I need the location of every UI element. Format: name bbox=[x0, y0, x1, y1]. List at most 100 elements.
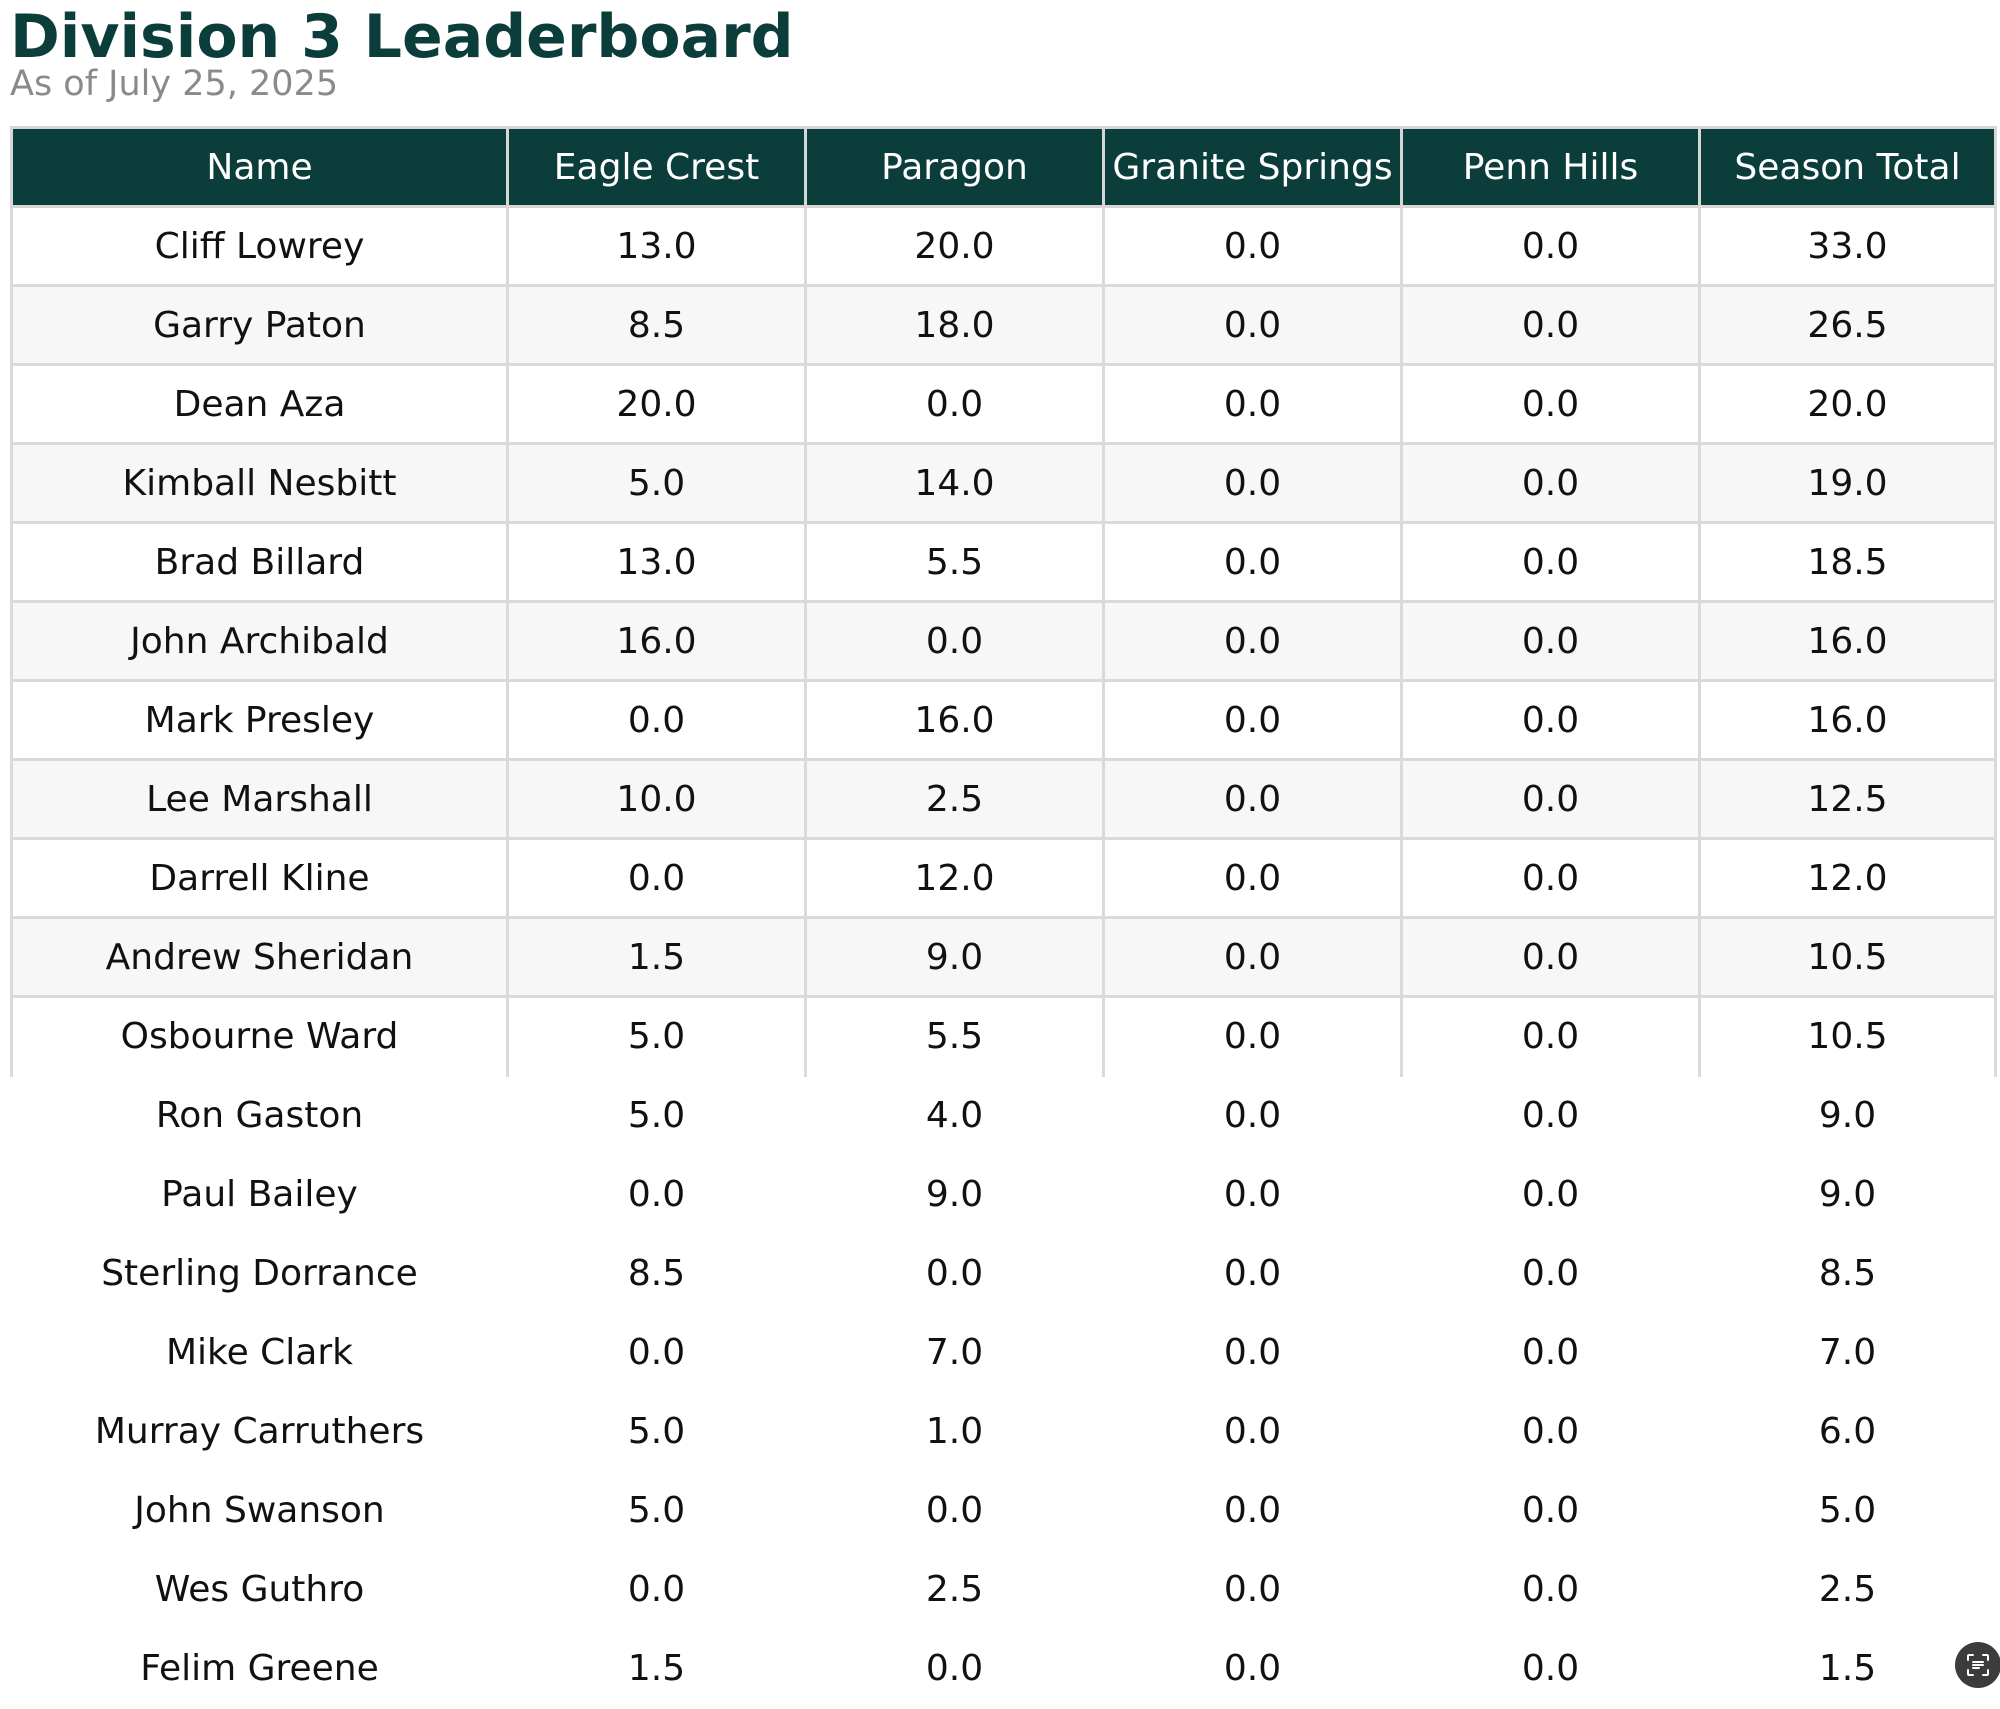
score-cell-eagle-crest: 0.0 bbox=[506, 679, 807, 761]
score-cell-eagle-crest: 5.0 bbox=[507, 1391, 806, 1471]
player-name-cell: Sterling Dorrance bbox=[11, 1233, 508, 1313]
score-cell-eagle-crest: 0.0 bbox=[507, 1154, 806, 1234]
as-of-date: As of July 25, 2025 bbox=[10, 64, 339, 104]
score-cell-season-total: 12.0 bbox=[1698, 837, 1997, 919]
score-cell-season-total: 26.5 bbox=[1698, 284, 1997, 366]
score-cell-granite-springs: 0.0 bbox=[1102, 600, 1403, 682]
column-header-season-total[interactable]: Season Total bbox=[1698, 126, 1997, 208]
score-cell-season-total: 19.0 bbox=[1698, 442, 1997, 524]
score-cell-penn-hills: 0.0 bbox=[1400, 916, 1701, 998]
score-cell-penn-hills: 0.0 bbox=[1400, 995, 1701, 1076]
column-header-penn-hills[interactable]: Penn Hills bbox=[1400, 126, 1701, 208]
table-row: Wes Guthro 0.0 2.5 0.0 0.0 2.5 bbox=[11, 1549, 1996, 1629]
score-cell-eagle-crest: 0.0 bbox=[506, 837, 807, 919]
score-cell-granite-springs: 0.0 bbox=[1102, 442, 1403, 524]
score-cell-eagle-crest: 5.0 bbox=[507, 1075, 806, 1155]
header-row: Name Eagle Crest Paragon Granite Springs Pen… bbox=[10, 126, 1997, 208]
score-cell-eagle-crest: 20.0 bbox=[506, 363, 807, 445]
score-cell-granite-springs: 0.0 bbox=[1103, 1628, 1402, 1708]
score-cell-granite-springs: 0.0 bbox=[1103, 1312, 1402, 1392]
player-name-cell: Cliff Lowrey bbox=[10, 205, 509, 287]
leaderboard-table: Name Eagle Crest Paragon Granite Springs Pen… bbox=[10, 126, 1997, 1709]
score-cell-paragon: 12.0 bbox=[804, 837, 1105, 919]
score-cell-granite-springs: 0.0 bbox=[1102, 916, 1403, 998]
player-name-cell: Mark Presley bbox=[10, 679, 509, 761]
table-row: Ron Gaston 5.0 4.0 0.0 0.0 9.0 bbox=[11, 1075, 1996, 1155]
score-cell-eagle-crest: 5.0 bbox=[506, 995, 807, 1076]
score-cell-eagle-crest: 1.5 bbox=[506, 916, 807, 998]
score-cell-season-total: 33.0 bbox=[1698, 205, 1997, 287]
score-cell-paragon: 20.0 bbox=[804, 205, 1105, 287]
score-cell-granite-springs: 0.0 bbox=[1102, 521, 1403, 603]
score-cell-granite-springs: 0.0 bbox=[1103, 1470, 1402, 1550]
player-name-cell: Dean Aza bbox=[10, 363, 509, 445]
score-cell-granite-springs: 0.0 bbox=[1102, 205, 1403, 287]
score-cell-paragon: 2.5 bbox=[804, 758, 1105, 840]
table-header: Name Eagle Crest Paragon Granite Springs Pen… bbox=[10, 126, 1997, 208]
column-header-name[interactable]: Name bbox=[10, 126, 509, 208]
score-cell-penn-hills: 0.0 bbox=[1400, 442, 1701, 524]
score-cell-penn-hills: 0.0 bbox=[1400, 758, 1701, 840]
table-row: Lee Marshall 10.0 2.5 0.0 0.0 12.5 bbox=[10, 758, 1997, 840]
score-cell-eagle-crest: 5.0 bbox=[507, 1470, 806, 1550]
score-cell-granite-springs: 0.0 bbox=[1103, 1154, 1402, 1234]
player-name-cell: John Swanson bbox=[11, 1470, 508, 1550]
score-cell-paragon: 9.0 bbox=[805, 1154, 1104, 1234]
score-cell-season-total: 9.0 bbox=[1699, 1154, 1996, 1234]
score-cell-eagle-crest: 13.0 bbox=[506, 521, 807, 603]
score-cell-season-total: 8.5 bbox=[1699, 1233, 1996, 1313]
score-cell-season-total: 9.0 bbox=[1699, 1075, 1996, 1155]
score-cell-eagle-crest: 1.5 bbox=[507, 1628, 806, 1708]
table-row: Mike Clark 0.0 7.0 0.0 0.0 7.0 bbox=[11, 1312, 1996, 1392]
table-row: Felim Greene 1.5 0.0 0.0 0.0 1.5 bbox=[11, 1628, 1996, 1708]
score-cell-penn-hills: 0.0 bbox=[1401, 1628, 1700, 1708]
column-header-paragon[interactable]: Paragon bbox=[804, 126, 1105, 208]
column-header-granite-springs[interactable]: Granite Springs bbox=[1102, 126, 1403, 208]
score-cell-granite-springs: 0.0 bbox=[1103, 1549, 1402, 1629]
score-cell-paragon: 2.5 bbox=[805, 1549, 1104, 1629]
score-cell-season-total: 6.0 bbox=[1699, 1391, 1996, 1471]
table-row: Andrew Sheridan 1.5 9.0 0.0 0.0 10.5 bbox=[10, 916, 1997, 998]
score-cell-paragon: 1.0 bbox=[805, 1391, 1104, 1471]
player-name-cell: Wes Guthro bbox=[11, 1549, 508, 1629]
score-cell-penn-hills: 0.0 bbox=[1400, 363, 1701, 445]
scan-text-icon bbox=[1967, 1654, 1989, 1676]
score-cell-penn-hills: 0.0 bbox=[1401, 1391, 1700, 1471]
player-name-cell: Brad Billard bbox=[10, 521, 509, 603]
score-cell-season-total: 1.5 bbox=[1699, 1628, 1996, 1708]
score-cell-season-total: 16.0 bbox=[1698, 679, 1997, 761]
score-cell-penn-hills: 0.0 bbox=[1401, 1075, 1700, 1155]
score-cell-paragon: 5.5 bbox=[804, 995, 1105, 1076]
score-cell-paragon: 0.0 bbox=[805, 1470, 1104, 1550]
table-row: Sterling Dorrance 8.5 0.0 0.0 0.0 8.5 bbox=[11, 1233, 1996, 1313]
score-cell-penn-hills: 0.0 bbox=[1401, 1233, 1700, 1313]
player-name-cell: Kimball Nesbitt bbox=[10, 442, 509, 524]
score-cell-granite-springs: 0.0 bbox=[1103, 1233, 1402, 1313]
player-name-cell: Felim Greene bbox=[11, 1628, 508, 1708]
column-header-eagle-crest[interactable]: Eagle Crest bbox=[506, 126, 807, 208]
score-cell-paragon: 18.0 bbox=[804, 284, 1105, 366]
score-cell-paragon: 0.0 bbox=[805, 1233, 1104, 1313]
player-name-cell: John Archibald bbox=[10, 600, 509, 682]
score-cell-penn-hills: 0.0 bbox=[1401, 1312, 1700, 1392]
score-cell-penn-hills: 0.0 bbox=[1400, 600, 1701, 682]
score-cell-granite-springs: 0.0 bbox=[1102, 363, 1403, 445]
score-cell-season-total: 7.0 bbox=[1699, 1312, 1996, 1392]
player-name-cell: Andrew Sheridan bbox=[10, 916, 509, 998]
score-cell-paragon: 16.0 bbox=[804, 679, 1105, 761]
score-cell-granite-springs: 0.0 bbox=[1102, 758, 1403, 840]
score-cell-eagle-crest: 16.0 bbox=[506, 600, 807, 682]
player-name-cell: Ron Gaston bbox=[11, 1075, 508, 1155]
player-name-cell: Mike Clark bbox=[11, 1312, 508, 1392]
floating-action-button[interactable] bbox=[1955, 1642, 2000, 1688]
table-row: John Swanson 5.0 0.0 0.0 0.0 5.0 bbox=[11, 1470, 1996, 1550]
score-cell-season-total: 18.5 bbox=[1698, 521, 1997, 603]
score-cell-paragon: 14.0 bbox=[804, 442, 1105, 524]
table-row: John Archibald 16.0 0.0 0.0 0.0 16.0 bbox=[10, 600, 1997, 682]
score-cell-eagle-crest: 13.0 bbox=[506, 205, 807, 287]
score-cell-eagle-crest: 8.5 bbox=[507, 1233, 806, 1313]
table-row: Darrell Kline 0.0 12.0 0.0 0.0 12.0 bbox=[10, 837, 1997, 919]
score-cell-paragon: 9.0 bbox=[804, 916, 1105, 998]
score-cell-paragon: 7.0 bbox=[805, 1312, 1104, 1392]
score-cell-season-total: 20.0 bbox=[1698, 363, 1997, 445]
